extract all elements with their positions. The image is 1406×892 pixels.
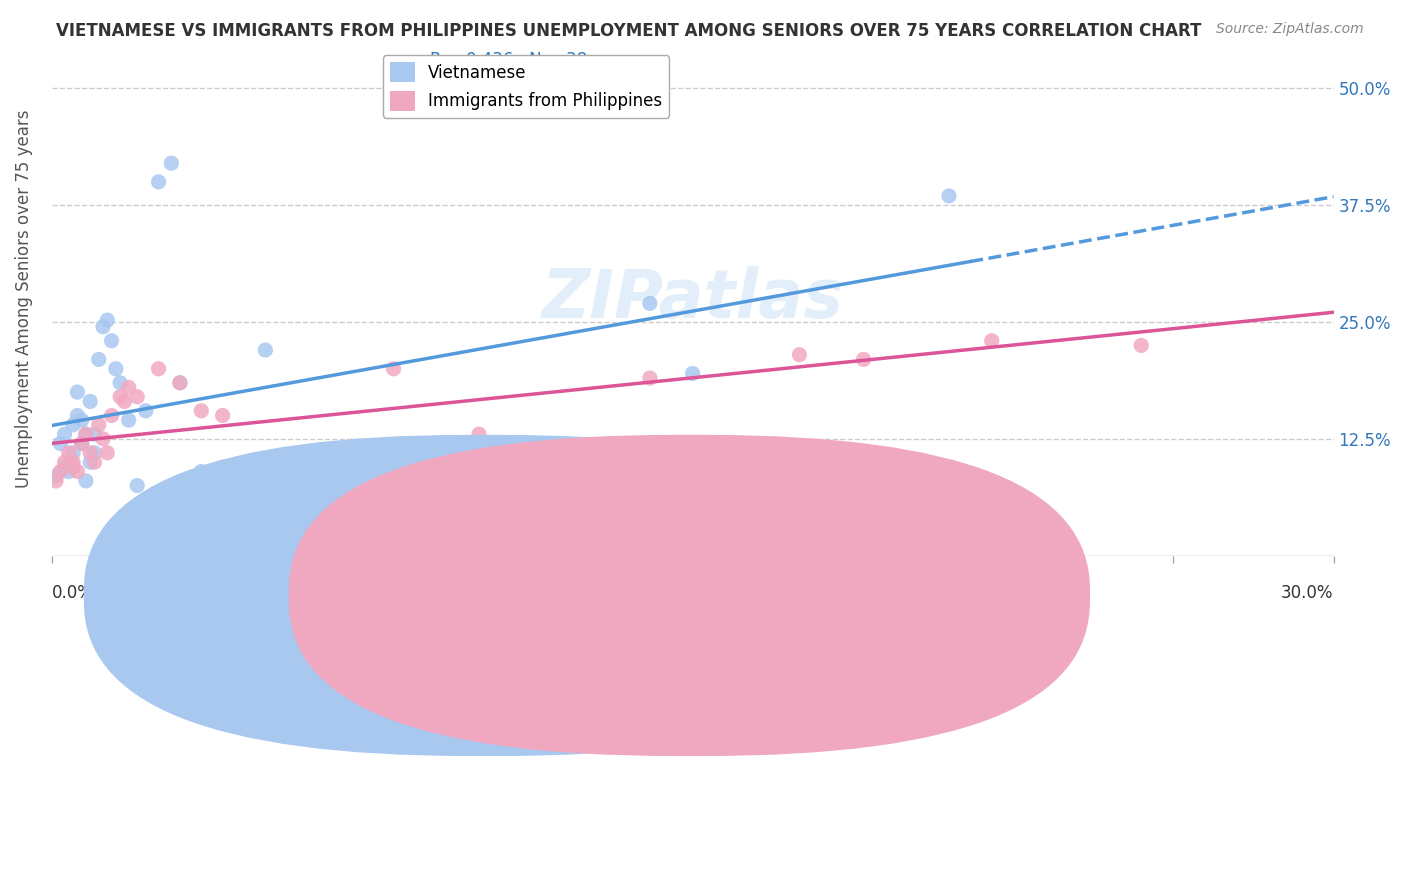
Point: [96, 313, 118, 327]
Point: [75, 427, 97, 442]
Point: [66, 465, 89, 479]
Point: [135, 404, 157, 418]
Point: [53, 427, 76, 442]
Text: Immigrants from Philippines: Immigrants from Philippines: [678, 591, 912, 609]
Point: [160, 156, 183, 170]
Point: [104, 361, 127, 376]
Point: [79, 394, 101, 409]
Point: [638, 296, 661, 310]
Point: [108, 390, 131, 404]
Point: [340, 520, 363, 534]
Point: [108, 376, 131, 390]
Point: [118, 380, 141, 394]
Point: [58, 446, 80, 460]
Text: R = 0.436   N = 38: R = 0.436 N = 38: [430, 51, 586, 69]
Point: [70, 436, 93, 450]
Point: [45, 474, 67, 488]
Point: [148, 361, 170, 376]
Point: [87, 352, 110, 367]
Legend: Vietnamese, Immigrants from Philippines: Vietnamese, Immigrants from Philippines: [382, 55, 669, 118]
Point: [87, 417, 110, 432]
Point: [83, 455, 105, 469]
Point: [83, 446, 105, 460]
Point: [127, 478, 149, 492]
Point: [789, 348, 811, 362]
Point: [58, 465, 80, 479]
Text: R = 0.335   N = 32: R = 0.335 N = 32: [430, 74, 588, 92]
Point: [190, 404, 212, 418]
Point: [53, 459, 76, 474]
Text: Vietnamese: Vietnamese: [477, 591, 575, 609]
Text: 0.0%: 0.0%: [52, 584, 94, 602]
Point: [62, 459, 84, 474]
Point: [118, 413, 141, 427]
Text: Source: ZipAtlas.com: Source: ZipAtlas.com: [1216, 22, 1364, 37]
Point: [49, 436, 72, 450]
Point: [66, 409, 89, 423]
Point: [66, 385, 89, 400]
Point: [83, 427, 105, 442]
Point: [79, 455, 101, 469]
Point: [468, 427, 491, 442]
Point: [62, 446, 84, 460]
Point: [638, 371, 661, 385]
FancyBboxPatch shape: [288, 435, 1090, 756]
Point: [211, 465, 233, 479]
Point: [190, 465, 212, 479]
Text: VIETNAMESE VS IMMIGRANTS FROM PHILIPPINES UNEMPLOYMENT AMONG SENIORS OVER 75 YEA: VIETNAMESE VS IMMIGRANTS FROM PHILIPPINE…: [56, 22, 1202, 40]
Point: [91, 319, 114, 334]
Point: [938, 189, 960, 203]
Point: [112, 394, 135, 409]
Text: 30.0%: 30.0%: [1281, 584, 1333, 602]
Point: [75, 427, 97, 442]
Y-axis label: Unemployment Among Seniors over 75 years: Unemployment Among Seniors over 75 years: [15, 110, 32, 488]
Point: [96, 446, 118, 460]
Point: [169, 376, 191, 390]
Point: [100, 334, 122, 348]
Text: ZIPatlas: ZIPatlas: [541, 266, 844, 332]
Point: [91, 432, 114, 446]
Point: [276, 474, 298, 488]
Point: [53, 455, 76, 469]
Point: [62, 455, 84, 469]
Point: [1130, 338, 1153, 352]
Point: [980, 334, 1002, 348]
Point: [382, 361, 405, 376]
Point: [75, 474, 97, 488]
Point: [211, 409, 233, 423]
Point: [70, 436, 93, 450]
Point: [100, 409, 122, 423]
FancyBboxPatch shape: [84, 435, 884, 756]
Point: [62, 417, 84, 432]
Point: [169, 376, 191, 390]
Point: [127, 390, 149, 404]
Point: [297, 469, 319, 483]
Point: [148, 175, 170, 189]
Point: [122, 502, 145, 516]
Point: [254, 478, 277, 492]
Point: [79, 446, 101, 460]
Point: [49, 465, 72, 479]
Point: [852, 352, 875, 367]
Point: [682, 367, 704, 381]
Point: [254, 343, 277, 357]
Point: [70, 413, 93, 427]
Point: [45, 469, 67, 483]
